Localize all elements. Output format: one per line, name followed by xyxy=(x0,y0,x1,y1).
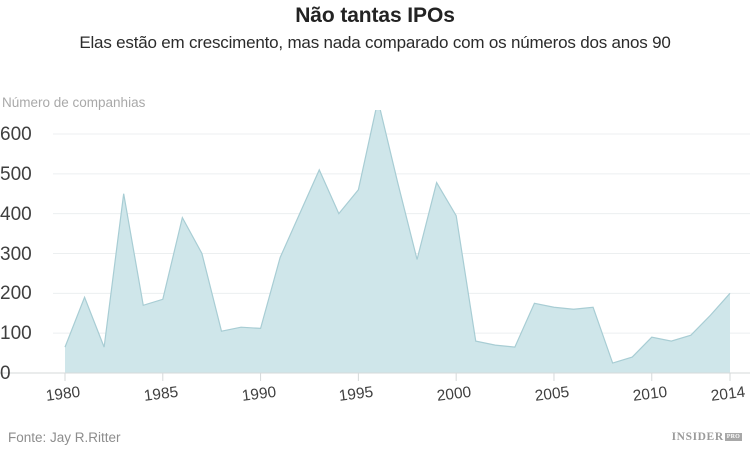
chart-subtitle: Elas estão em crescimento, mas nada comp… xyxy=(79,33,671,52)
x-axis-tick-label: 2010 xyxy=(631,383,668,405)
x-axis-tick-label: 2005 xyxy=(533,383,571,405)
source-note: Fonte: Jay R.Ritter xyxy=(8,430,121,445)
y-axis-tick-label: 400 xyxy=(0,203,32,225)
chart-title: Não tantas IPOs xyxy=(295,4,455,27)
insider-wordmark: INSIDER xyxy=(671,431,724,443)
y-axis-tick-label: 0 xyxy=(0,363,11,384)
x-axis-tick-label: 2000 xyxy=(436,383,473,405)
y-axis-tick-label: 600 xyxy=(0,124,32,145)
pro-badge: PRO xyxy=(724,433,742,441)
plot-area xyxy=(0,110,750,385)
y-axis-tick-label: 500 xyxy=(0,163,32,185)
ipo-area-series xyxy=(65,110,730,373)
y-axis-tick-label: 100 xyxy=(0,323,32,345)
y-axis-tick-label: 300 xyxy=(0,243,32,265)
x-axis-tickmarks xyxy=(64,373,731,381)
y-axis-title: Número de companhias xyxy=(2,95,146,110)
ipo-line-series xyxy=(64,110,731,364)
x-axis-tick-label: 1990 xyxy=(240,383,277,405)
y-axis-tick-label: 200 xyxy=(0,283,32,305)
area-chart-svg xyxy=(0,110,750,381)
insider-pro-logo: INSIDER PRO xyxy=(671,431,742,443)
x-axis-tick-label: 2014 xyxy=(709,383,747,405)
x-axis-tick-label: 1980 xyxy=(44,383,82,405)
x-axis-tick-label: 1995 xyxy=(338,383,375,405)
x-axis-tick-label: 1985 xyxy=(142,383,179,405)
